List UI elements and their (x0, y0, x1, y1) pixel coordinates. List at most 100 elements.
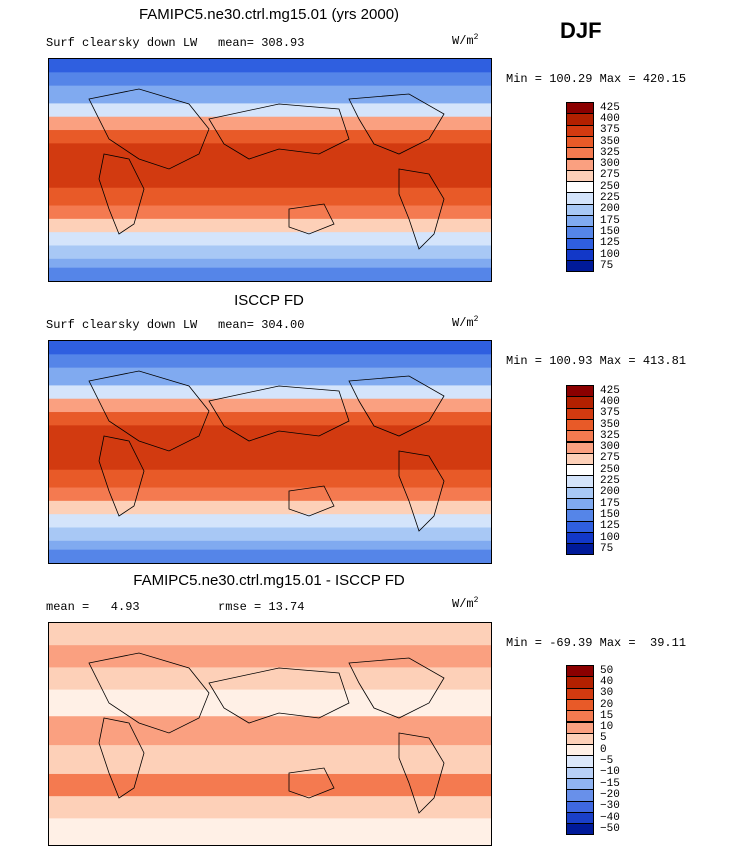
coastline (208, 103, 350, 160)
colorbar-tick-label: 350 (600, 418, 620, 431)
field-band (49, 514, 491, 529)
field-band (49, 623, 491, 647)
colorbar-tick-label: 400 (600, 112, 620, 125)
colorbar-tick-label: 225 (600, 475, 620, 488)
panel-1-stat: mean= 308.93 (218, 36, 304, 50)
colorbar-swatch (566, 260, 594, 273)
panel-2-stat-label: mean= (218, 318, 255, 332)
panel-1-units-base: W/m (452, 34, 474, 48)
colorbar-swatch (566, 543, 594, 556)
field-band (49, 354, 491, 369)
coastline (348, 375, 445, 437)
colorbar-tick-label: 300 (600, 441, 620, 454)
colorbar-tick-label: 375 (600, 124, 620, 137)
colorbar-tick-label: 150 (600, 508, 620, 521)
field-band (49, 85, 491, 105)
colorbar-tick-label: 20 (600, 698, 614, 711)
panel-1-colorbar: 425 400 375 350 325 300 275 250 225 200 175 150 125 1… (566, 102, 666, 274)
colorbar-tick-label: 15 (600, 709, 614, 722)
field-band (49, 773, 491, 798)
colorbar-tick-label: −20 (600, 788, 620, 801)
colorbar-tick-label: 350 (600, 135, 620, 148)
coastline (88, 370, 210, 452)
season-label: DJF (560, 18, 602, 43)
colorbar-tick-label: 250 (600, 180, 620, 193)
field-band (49, 500, 491, 516)
coastline (98, 153, 145, 235)
panel-3-minmax: Min = -69.39 Max = 39.11 (506, 636, 687, 650)
field-band (49, 645, 491, 669)
field-band (49, 116, 491, 132)
coastline (208, 385, 350, 442)
colorbar-tick-label: 50 (600, 664, 614, 677)
panel-2-minmax: Min = 100.93 Max = 413.81 (506, 354, 687, 368)
panel-1-units: W/m2 (452, 33, 478, 48)
field-band (49, 130, 491, 145)
field-band (49, 245, 491, 260)
colorbar-tick-label: 200 (600, 203, 620, 216)
field-band (49, 745, 491, 775)
coastline (88, 652, 210, 734)
field-band (49, 667, 491, 691)
field-band (49, 469, 491, 489)
field-band (49, 72, 491, 87)
colorbar-tick-label: 175 (600, 497, 620, 510)
panel-3-mean: mean = 4.93 (46, 600, 140, 614)
panel-2-stat: mean= 304.00 (218, 318, 304, 332)
colorbar-tick-label: 10 (600, 721, 614, 734)
field-band (49, 527, 491, 542)
field-band (49, 412, 491, 427)
coastline (208, 667, 350, 724)
colorbar-tick-label: −10 (600, 766, 620, 779)
colorbar-tick-label: 325 (600, 429, 620, 442)
colorbar-tick-label: −5 (600, 755, 614, 768)
coastline (288, 485, 335, 517)
coastline (398, 732, 445, 814)
colorbar-tick-label: 75 (600, 542, 614, 555)
field-band (49, 425, 491, 453)
coastline (88, 88, 210, 170)
colorbar-tick-label: 400 (600, 395, 620, 408)
panel-3-colorbar: 50 40 30 20 15 10 5 0 −5 −10 −15 −20 −30 −40 −50 (566, 665, 666, 837)
colorbar-tick-label: 200 (600, 486, 620, 499)
colorbar-tick-label: 100 (600, 531, 620, 544)
colorbar-tick-label: 0 (600, 743, 607, 756)
colorbar-tick-label: 125 (600, 520, 620, 533)
colorbar-tick-label: 5 (600, 732, 607, 745)
panel-2-stat-value: 304.00 (261, 318, 305, 332)
colorbar-tick-label: 100 (600, 248, 620, 261)
field-band (49, 367, 491, 387)
panel-3-map (48, 622, 492, 846)
field-band (49, 187, 491, 207)
panel-3-stat-value: 13.74 (268, 600, 305, 614)
colorbar-tick-label: 175 (600, 214, 620, 227)
panel-1-stat-label: mean= (218, 36, 255, 50)
field-band (49, 549, 491, 563)
field-band (49, 716, 491, 747)
field-band (49, 218, 491, 234)
panel-2-units-sup: 2 (473, 315, 479, 324)
field-band (49, 258, 491, 269)
panel-2-title: ISCCP FD (234, 292, 304, 309)
field-band (49, 452, 491, 471)
colorbar-tick-label: 425 (600, 101, 620, 114)
field-band (49, 818, 491, 845)
panel-3-units-base: W/m (452, 597, 474, 611)
panel-2-map (48, 340, 492, 564)
colorbar-tick-label: 40 (600, 675, 614, 688)
field-band (49, 398, 491, 414)
panel-2-variable-label: Surf clearsky down LW (46, 318, 198, 332)
panel-3-stat-label: rmse = (218, 600, 262, 614)
panel-3-title: FAMIPC5.ne30.ctrl.mg15.01 - ISCCP FD (133, 572, 405, 589)
coastline (288, 767, 335, 799)
field-band (49, 143, 491, 171)
coastline (398, 450, 445, 532)
field-band (49, 540, 491, 551)
field-band (49, 341, 491, 356)
coastline (288, 203, 335, 235)
panel-2-units-base: W/m (452, 316, 474, 330)
colorbar-tick-label: −50 (600, 822, 620, 835)
colorbar-tick-label: 150 (600, 225, 620, 238)
panel-2-map-svg (49, 341, 491, 563)
field-band (49, 232, 491, 247)
